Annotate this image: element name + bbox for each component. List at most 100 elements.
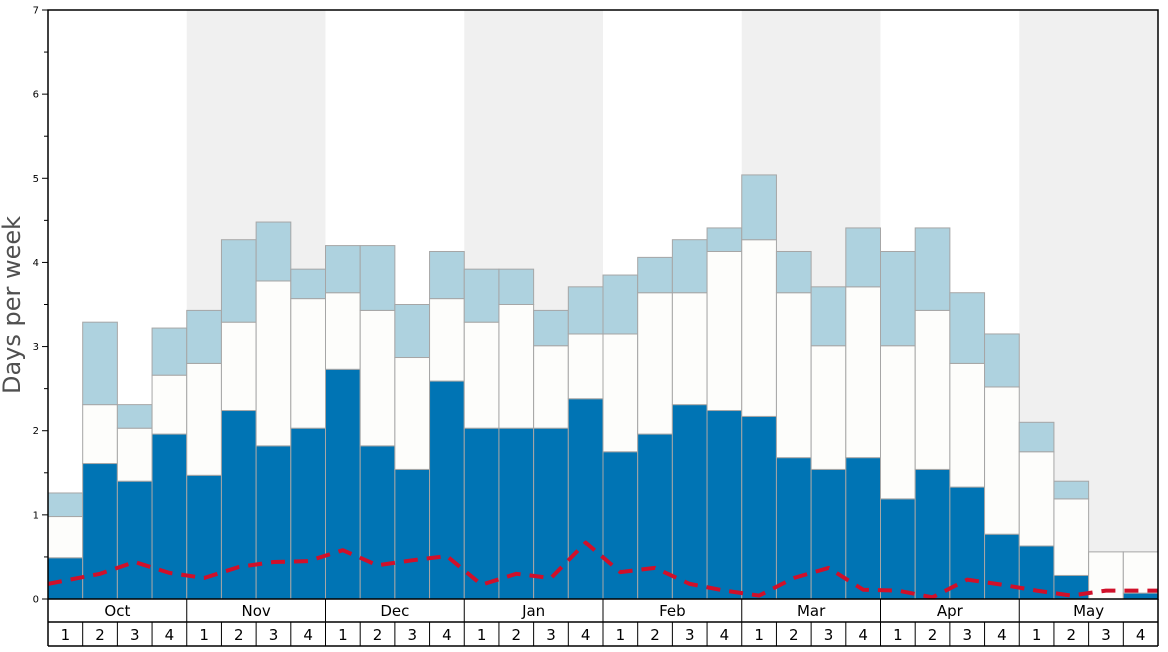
bar-segment-3-11: [394, 304, 431, 359]
week-label-17: 1: [616, 626, 626, 644]
y-tick-label-4: 4: [33, 258, 39, 269]
bar-segment-2-21: [741, 239, 777, 417]
bar-segment-2-17: [602, 333, 639, 453]
week-label-11: 3: [407, 626, 417, 644]
week-label-27: 3: [962, 626, 972, 644]
week-label-16: 4: [581, 626, 591, 644]
bar-segment-2-9: [325, 292, 361, 370]
bar-segment-1-7: [255, 445, 292, 600]
week-label-9: 1: [338, 626, 348, 644]
bar-segment-1-3: [116, 480, 153, 600]
bar-stacks: [47, 174, 1159, 600]
bar-segment-2-28: [984, 386, 1020, 535]
week-label-18: 2: [650, 626, 660, 644]
bar-segment-1-9: [325, 368, 361, 600]
bar-segment-2-14: [498, 304, 535, 429]
bar-segment-3-6: [220, 239, 257, 323]
bar-segment-1-20: [706, 410, 743, 600]
bar-segment-2-27: [949, 362, 986, 488]
bar-segment-3-30: [1053, 480, 1090, 500]
bar-segment-2-13: [463, 321, 500, 429]
bar-segment-3-24: [845, 227, 881, 288]
y-tick-label-7: 7: [33, 6, 39, 17]
week-label-22: 2: [789, 626, 799, 644]
week-label-19: 3: [685, 626, 695, 644]
bar-segment-1-11: [394, 468, 431, 600]
bar-segment-3-21: [741, 174, 777, 241]
bar-segment-3-16: [567, 286, 604, 335]
y-axis-label: Days per week: [0, 216, 26, 394]
bar-segment-2-26: [914, 309, 951, 470]
week-label-28: 4: [997, 626, 1007, 644]
y-tick-label-0: 0: [33, 595, 39, 606]
bar-segment-3-19: [671, 239, 708, 294]
x-axis: Oct Nov Dec Jan Feb Mar Apr May 1 2 3 4 1 2 3 4 1 2 3 4 1 2 3 4…: [47, 599, 1159, 647]
bar-segment-2-20: [706, 250, 743, 412]
bar-segment-3-28: [984, 333, 1020, 388]
bar-segment-3-17: [602, 274, 639, 335]
week-label-25: 1: [893, 626, 903, 644]
week-label-30: 2: [1067, 626, 1077, 644]
month-label-mar: Mar: [797, 602, 826, 620]
y-tick-label-2: 2: [33, 426, 39, 437]
week-label-2: 2: [95, 626, 105, 644]
week-label-21: 1: [754, 626, 764, 644]
bar-segment-1-21: [741, 415, 777, 600]
bar-segment-1-15: [533, 427, 569, 600]
week-label-15: 3: [546, 626, 556, 644]
bar-segment-1-2: [82, 463, 118, 600]
bar-segment-2-30: [1053, 498, 1090, 576]
week-label-7: 3: [269, 626, 279, 644]
y-tick-label-6: 6: [33, 90, 39, 101]
bar-segment-3-18: [637, 256, 673, 294]
bar-segment-1-12: [429, 380, 465, 600]
month-label-apr: Apr: [937, 602, 964, 620]
bar-segment-2-5: [186, 362, 222, 476]
bar-segment-1-17: [602, 451, 639, 600]
bar-segment-2-3: [116, 427, 153, 482]
bar-segment-3-5: [186, 309, 222, 364]
week-label-8: 4: [303, 626, 313, 644]
bar-segment-3-8: [290, 268, 326, 300]
month-label-jan: Jan: [521, 602, 545, 620]
bar-segment-2-11: [394, 357, 431, 470]
bar-segment-3-14: [498, 268, 535, 306]
bar-segment-1-10: [359, 445, 396, 600]
bar-segment-2-4: [151, 374, 188, 435]
bar-segment-3-26: [914, 227, 951, 311]
month-label-may: May: [1073, 602, 1104, 620]
bar-segment-3-1: [47, 492, 84, 518]
month-label-oct: Oct: [104, 602, 130, 620]
bar-segment-1-28: [984, 533, 1020, 600]
bar-segment-3-22: [775, 250, 812, 294]
bar-segment-3-9: [325, 245, 361, 294]
bar-segment-1-24: [845, 457, 881, 600]
dashed-line-series: [47, 540, 1158, 600]
week-label-26: 2: [928, 626, 938, 644]
bar-segment-2-25: [880, 345, 916, 500]
bar-segment-2-19: [671, 292, 708, 406]
bar-segment-2-2: [82, 404, 118, 465]
week-label-12: 4: [442, 626, 452, 644]
bar-segment-2-32: [1122, 551, 1159, 594]
week-label-5: 1: [199, 626, 209, 644]
week-label-3: 3: [130, 626, 140, 644]
week-label-29: 1: [1032, 626, 1042, 644]
week-label-10: 2: [373, 626, 383, 644]
bar-segment-2-8: [290, 298, 326, 429]
bar-segment-3-2: [82, 321, 118, 406]
month-label-nov: Nov: [241, 602, 270, 620]
bar-segment-3-12: [429, 250, 465, 300]
bar-segment-3-13: [463, 268, 500, 323]
bar-segment-1-25: [880, 498, 916, 600]
week-label-14: 2: [512, 626, 522, 644]
y-axis: 0 1 2 3 4 5 6 7: [33, 6, 48, 606]
y-tick-label-5: 5: [33, 174, 39, 185]
bar-segment-1-27: [949, 486, 986, 600]
bar-segment-3-23: [810, 286, 847, 347]
bar-segment-3-15: [533, 309, 569, 347]
bar-segment-1-5: [186, 474, 222, 600]
week-label-6: 2: [234, 626, 244, 644]
week-label-20: 4: [720, 626, 730, 644]
y-tick-label-1: 1: [33, 510, 39, 521]
